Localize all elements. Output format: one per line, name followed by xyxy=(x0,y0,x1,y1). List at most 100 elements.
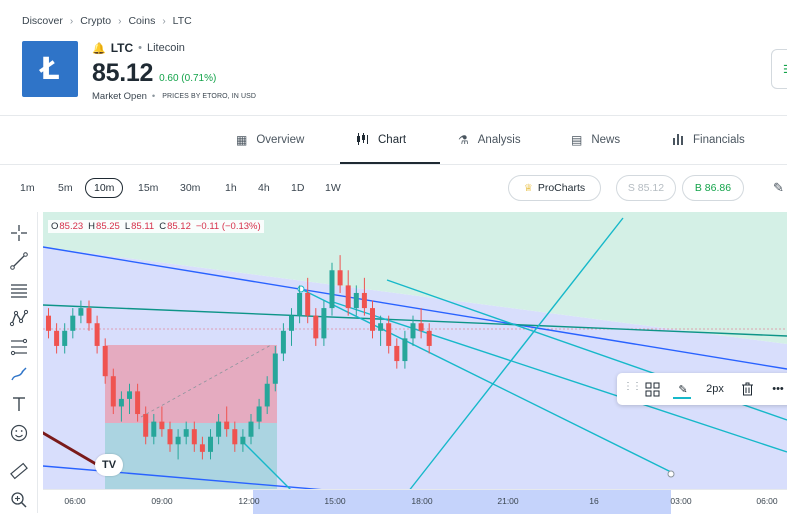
trend-line-blue[interactable] xyxy=(43,246,787,370)
ruler-tool-icon[interactable] xyxy=(8,460,30,482)
cyan-ray-1[interactable] xyxy=(300,288,672,473)
candle-body xyxy=(159,421,165,430)
chart-canvas[interactable] xyxy=(43,212,787,513)
candle-body xyxy=(289,315,294,331)
emoji-tool-icon[interactable] xyxy=(8,422,30,444)
candle-body xyxy=(370,308,375,331)
prochart-label: ProCharts xyxy=(537,182,586,194)
candle-body xyxy=(135,391,141,415)
candle-body xyxy=(378,323,384,331)
zoom-tool-icon[interactable] xyxy=(8,489,30,511)
timeframe-1m[interactable]: 1m xyxy=(20,182,35,194)
candle-body xyxy=(418,323,424,331)
ohlc-legend: O 85.23 H 85.25 L 85.11 C 85.12 −0.11 (−0.13… xyxy=(48,220,264,233)
time-tick: 21:00 xyxy=(497,496,519,506)
chart-toolbar: 1m 5m 10m 15m 30m 1h 4h 1D 1W ♕ ProChart… xyxy=(0,172,787,204)
timeframe-30m[interactable]: 30m xyxy=(180,182,201,194)
object-tree-icon[interactable] xyxy=(641,373,663,405)
flask-icon: ⚗ xyxy=(458,133,469,147)
tab-news[interactable]: ▤ News xyxy=(571,116,620,164)
trend-line-tool-icon[interactable] xyxy=(8,250,30,272)
tab-overview[interactable]: ▦ Overview xyxy=(236,116,304,164)
timeframe-4h[interactable]: 4h xyxy=(258,182,270,194)
line-width-button[interactable]: 2px xyxy=(706,383,724,395)
sell-button[interactable]: S 85.12 xyxy=(616,175,676,201)
brush-tool-icon[interactable] xyxy=(8,364,30,386)
breadcrumb-coins[interactable]: Coins xyxy=(128,15,156,27)
candle-body xyxy=(361,292,367,309)
bell-icon[interactable]: 🔔 xyxy=(92,42,106,55)
crosshair-tool-icon[interactable] xyxy=(8,222,30,244)
tab-label: Analysis xyxy=(477,134,521,146)
trash-icon[interactable] xyxy=(736,373,758,405)
asset-name: Litecoin xyxy=(147,42,185,54)
prochart-button[interactable]: ♕ ProCharts xyxy=(508,175,601,201)
pencil-icon[interactable]: ✎ xyxy=(773,180,784,195)
watchlist-button[interactable]: ☰ xyxy=(771,49,787,89)
drawing-properties-toolbar: ⋮⋮ ✎ 2px ••• xyxy=(617,373,787,405)
cyan-ray-end-anchor[interactable] xyxy=(667,470,675,478)
header-divider xyxy=(0,115,787,116)
candle-body xyxy=(183,429,189,437)
candle-body xyxy=(86,308,92,324)
breadcrumb-crypto[interactable]: Crypto xyxy=(80,15,112,27)
line-color-swatch xyxy=(673,397,691,399)
asset-tabs: ▦ Overview Chart ⚗ Analysis ▤ News Finan… xyxy=(0,116,787,164)
tab-analysis[interactable]: ⚗ Analysis xyxy=(458,116,521,164)
more-options-button[interactable]: ••• xyxy=(772,383,784,395)
candle-body xyxy=(337,270,343,286)
timeframe-10m[interactable]: 10m xyxy=(85,178,124,198)
sell-label: S 85.12 xyxy=(627,182,665,194)
chevron-right-icon: › xyxy=(69,15,74,27)
horizontal-lines-tool-icon[interactable] xyxy=(8,279,30,301)
candle-body xyxy=(248,421,254,437)
short-position-stop-zone[interactable] xyxy=(105,345,277,423)
cyan-ray-4[interactable] xyxy=(242,441,294,493)
chevron-right-icon: › xyxy=(162,15,166,27)
ohlc-open: 85.23 xyxy=(59,221,84,232)
timeframe-1h[interactable]: 1h xyxy=(225,182,237,194)
drawing-tools-sidebar xyxy=(0,212,38,513)
tab-financials[interactable]: Financials xyxy=(672,116,745,164)
candle-body xyxy=(394,345,400,362)
pattern-tool-icon[interactable] xyxy=(8,307,30,329)
litecoin-logo-icon: Ł xyxy=(40,51,60,87)
timeframe-15m[interactable]: 15m xyxy=(138,182,159,194)
timeframe-1d[interactable]: 1D xyxy=(291,182,305,194)
tab-chart[interactable]: Chart xyxy=(339,116,441,164)
breadcrumb-ltc: LTC xyxy=(172,15,192,27)
candle-body xyxy=(264,383,270,407)
candle-body xyxy=(110,376,116,407)
text-tool-icon[interactable] xyxy=(8,393,30,415)
cyan-ray-3[interactable] xyxy=(332,301,787,453)
ohlc-low: 85.11 xyxy=(131,221,155,232)
candle-body xyxy=(353,292,359,309)
pencil-color-icon[interactable]: ✎ xyxy=(678,383,688,396)
chevron-right-icon: › xyxy=(118,15,122,27)
candle-body xyxy=(46,315,51,331)
candle-body xyxy=(102,345,108,377)
asset-header: 🔔 LTC • Litecoin 85.12 0.60 (0.71%) Mark… xyxy=(92,41,256,102)
market-status: Market Open xyxy=(92,91,147,102)
trend-line-teal[interactable] xyxy=(43,304,787,337)
candle-body xyxy=(118,398,124,407)
price-chart[interactable]: O 85.23 H 85.25 L 85.11 C 85.12 −0.11 (−0.13… xyxy=(43,212,787,513)
crown-icon: ♕ xyxy=(523,182,533,194)
cyan-ray-anchor[interactable] xyxy=(297,285,305,293)
time-tick: 06:00 xyxy=(756,496,778,506)
buy-button[interactable]: B 86.86 xyxy=(682,175,744,201)
candle-body xyxy=(345,285,351,309)
breadcrumb-discover[interactable]: Discover xyxy=(22,15,63,27)
timeframe-1w[interactable]: 1W xyxy=(325,182,341,194)
tradingview-logo-icon[interactable]: TV xyxy=(95,454,123,476)
candle-body xyxy=(78,308,84,316)
chart-area: O 85.23 H 85.25 L 85.11 C 85.12 −0.11 (−0.13… xyxy=(0,212,787,514)
cyan-ray-5[interactable] xyxy=(407,217,624,493)
candle-body xyxy=(313,315,319,339)
candle-body xyxy=(216,421,222,437)
fibonacci-tool-icon[interactable] xyxy=(8,336,30,358)
candle-body xyxy=(297,292,303,316)
candle-body xyxy=(151,421,157,437)
drag-handle-icon[interactable]: ⋮⋮ xyxy=(623,381,642,392)
timeframe-5m[interactable]: 5m xyxy=(58,182,73,194)
